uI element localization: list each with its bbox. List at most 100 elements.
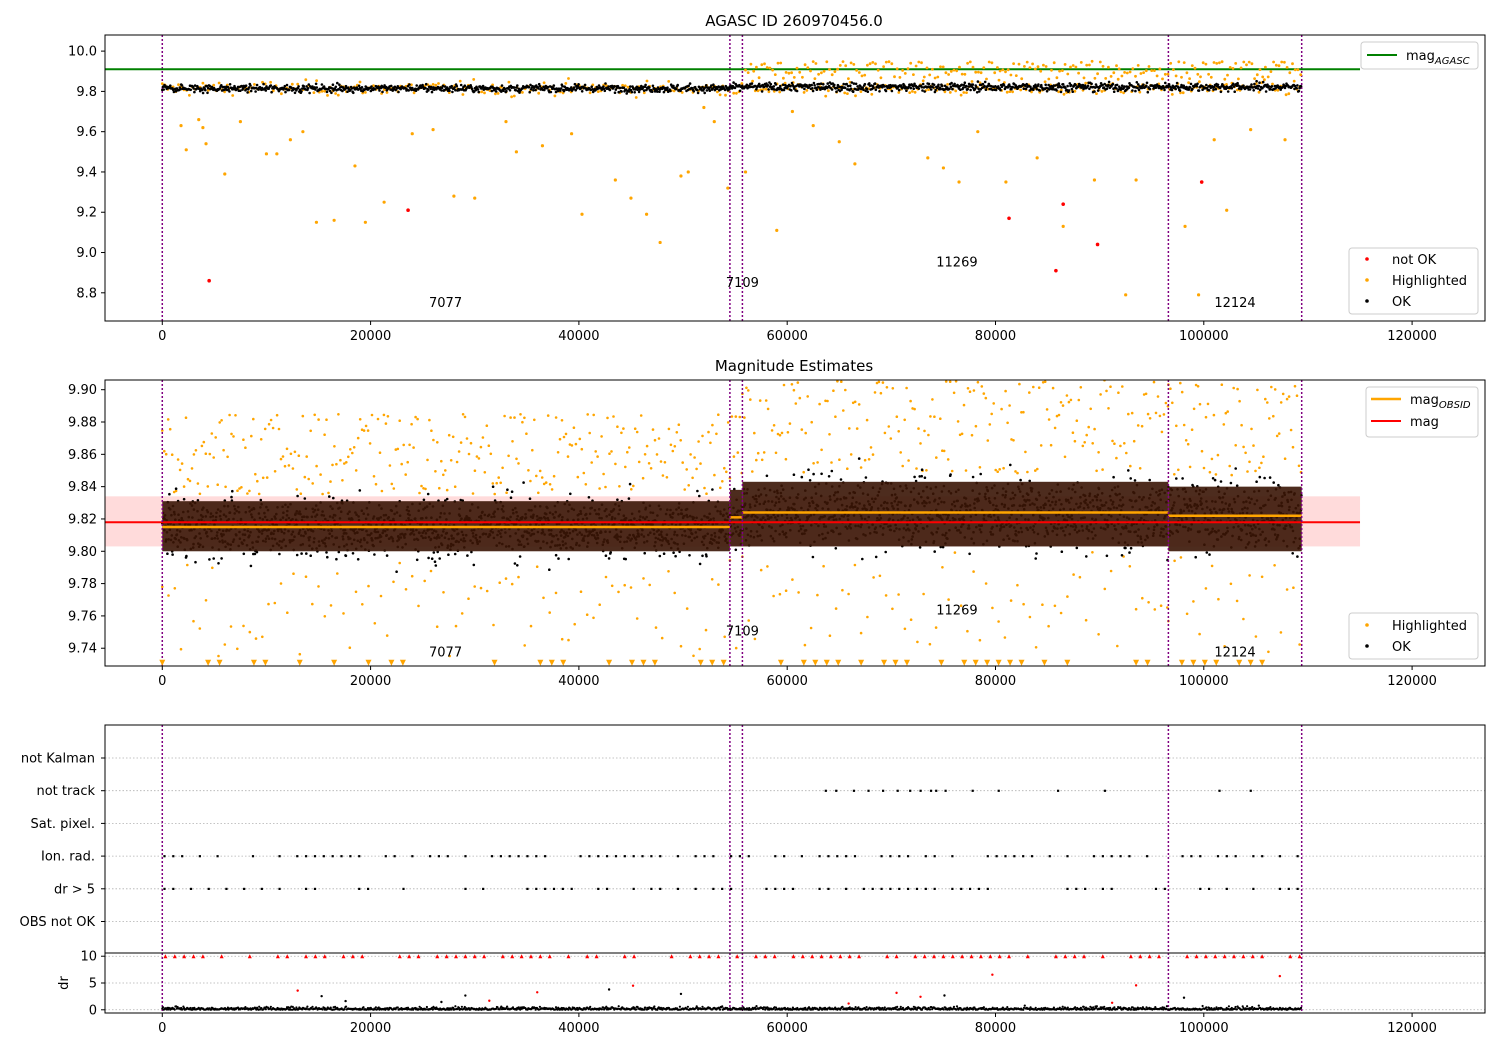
highlighted-point: [756, 451, 760, 455]
highlighted-point: [928, 73, 932, 77]
highlighted-point: [1112, 71, 1116, 75]
highlighted-point: [186, 563, 189, 567]
ok-point: [830, 88, 834, 91]
highlighted-point: [558, 437, 562, 441]
highlighted-point: [884, 594, 888, 597]
legend-highlighted-marker: [1365, 278, 1369, 282]
highlighted-point: [822, 564, 825, 568]
ok-point: [393, 85, 397, 89]
ok-point: [538, 84, 542, 88]
ok-point: [427, 556, 430, 560]
ok-point: [194, 560, 197, 564]
highlighted-point: [709, 441, 712, 445]
highlighted-point: [1181, 91, 1185, 95]
highlighted-point: [1103, 587, 1107, 591]
highlighted-point: [911, 90, 914, 93]
highlighted-point: [553, 94, 557, 98]
highlighted-point: [1091, 442, 1094, 445]
ok-point: [1137, 83, 1140, 86]
ok-point: [408, 83, 411, 86]
ok-point: [228, 90, 231, 93]
ok-point: [1066, 84, 1069, 88]
highlighted-point: [1288, 71, 1292, 75]
highlighted-point: [367, 584, 370, 588]
highlighted-point: [1273, 388, 1277, 391]
highlighted-point: [594, 450, 597, 453]
highlighted-point: [1261, 75, 1265, 79]
highlighted-point: [675, 431, 679, 434]
ok-point: [1251, 86, 1255, 89]
highlighted-point: [579, 590, 583, 593]
ok-point: [1226, 90, 1230, 93]
highlighted-point: [197, 117, 201, 122]
highlighted-point: [1043, 80, 1047, 84]
ok-point: [1269, 87, 1272, 91]
highlighted-point: [1234, 62, 1238, 65]
highlighted-point: [901, 464, 904, 468]
ok-point: [1254, 86, 1258, 90]
ok-point: [1145, 81, 1149, 85]
highlighted-point: [499, 481, 503, 485]
highlighted-point: [410, 132, 414, 136]
ok-point: [508, 89, 512, 92]
ok-point: [912, 87, 915, 90]
highlighted-point: [803, 63, 807, 67]
ok-point: [1057, 82, 1061, 85]
highlighted-point: [188, 93, 191, 97]
ok-point: [981, 82, 985, 86]
highlighted-point: [946, 458, 950, 461]
highlighted-point: [515, 457, 518, 461]
highlighted-point: [941, 166, 946, 170]
highlighted-point: [800, 428, 804, 431]
ok-point: [1296, 84, 1299, 87]
highlighted-point: [624, 465, 627, 469]
highlighted-point: [279, 457, 283, 461]
highlighted-point: [1077, 398, 1081, 402]
highlighted-point: [1246, 470, 1249, 473]
highlighted-point: [1199, 75, 1202, 79]
highlighted-point: [605, 84, 608, 88]
ok-point: [239, 89, 242, 92]
highlighted-point: [1235, 88, 1239, 92]
highlighted-point: [354, 469, 358, 472]
highlighted-point: [368, 442, 372, 445]
highlighted-point: [429, 569, 433, 573]
highlighted-point: [578, 437, 582, 441]
highlighted-point: [487, 444, 491, 448]
ok-point: [1237, 87, 1241, 90]
ok-point: [430, 557, 434, 560]
highlighted-point: [838, 64, 842, 67]
highlighted-point: [1097, 451, 1100, 454]
highlighted-point: [1101, 64, 1105, 68]
ok-point: [643, 551, 646, 555]
highlighted-point: [1216, 453, 1220, 457]
ok-point: [1255, 79, 1258, 83]
highlighted-point: [665, 476, 669, 479]
highlighted-point: [776, 61, 780, 65]
highlighted-point: [286, 611, 289, 614]
ok-point: [328, 89, 332, 93]
ok-point: [840, 88, 843, 91]
highlighted-point: [719, 486, 722, 490]
ok-point: [765, 474, 769, 478]
highlighted-point: [633, 427, 637, 431]
highlighted-point: [361, 603, 364, 606]
highlighted-point: [172, 490, 176, 494]
highlighted-point: [463, 415, 467, 419]
highlighted-point: [642, 577, 645, 580]
highlighted-point: [752, 69, 756, 73]
ok-point: [561, 84, 564, 88]
ok-point: [835, 86, 839, 89]
ok-point: [983, 84, 986, 88]
highlighted-point: [931, 398, 934, 401]
highlighted-point: [669, 443, 673, 447]
highlighted-point: [564, 82, 568, 85]
highlighted-point: [614, 462, 617, 466]
ok-point: [351, 552, 355, 555]
highlighted-point: [588, 91, 592, 95]
highlighted-point: [942, 449, 946, 453]
highlighted-point: [854, 94, 857, 98]
highlighted-point: [255, 479, 259, 483]
highlighted-point: [840, 380, 843, 384]
